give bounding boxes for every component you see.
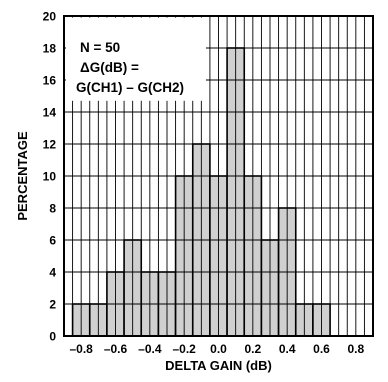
y-tick-label: 14 (43, 106, 57, 120)
y-tick-label: 12 (43, 138, 57, 152)
y-tick-label: 6 (49, 234, 56, 248)
y-tick-label: 10 (43, 170, 57, 184)
y-tick-label: 16 (43, 74, 57, 88)
x-tick-label: –0.2 (172, 342, 196, 356)
x-tick-label: 0.2 (244, 342, 261, 356)
x-tick-label: –0.8 (69, 342, 93, 356)
x-tick-label: 0.0 (210, 342, 227, 356)
y-tick-label: 0 (49, 330, 56, 344)
annotation-line: N = 50 (80, 40, 120, 55)
annotation-line: ΔG(dB) = (80, 60, 139, 75)
x-tick-label: –0.6 (104, 342, 128, 356)
x-axis-title: DELTA GAIN (dB) (165, 358, 272, 373)
plot-frame (63, 15, 374, 337)
annotation-box (66, 17, 206, 101)
y-axis-title: PERCENTAGE (15, 131, 30, 221)
y-tick-label: 2 (49, 298, 56, 312)
x-tick-label: –0.4 (138, 342, 162, 356)
x-tick-label: 0.8 (347, 342, 364, 356)
y-tick-label: 8 (49, 202, 56, 216)
x-tick-label: 0.6 (313, 342, 330, 356)
y-tick-label: 20 (43, 10, 57, 24)
annotation-line: G(CH1) – G(CH2) (76, 80, 184, 95)
y-tick-label: 18 (43, 42, 57, 56)
x-tick-label: 0.4 (279, 342, 296, 356)
y-tick-label: 4 (49, 266, 56, 280)
